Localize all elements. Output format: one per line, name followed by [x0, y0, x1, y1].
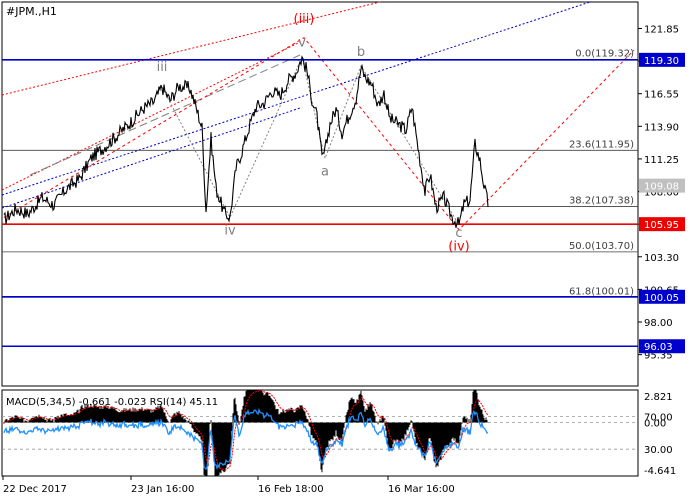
- y-tick-label: 108.60: [644, 188, 679, 199]
- rsi-tick-label: 70.00: [644, 413, 673, 424]
- wave-label: a: [321, 165, 329, 180]
- fib-level-label: 38.2(107.38): [569, 196, 634, 207]
- rsi-line: [3, 407, 488, 471]
- rsi-tick-label: 30.00: [644, 445, 673, 456]
- wave-label: (iii): [294, 12, 315, 27]
- blue-channel-upper: [1, 1, 591, 196]
- wave-label: v: [298, 35, 306, 50]
- macd-histogram: [3, 390, 489, 476]
- price-tag-bg: [639, 217, 685, 232]
- blue-channel-lower: [1, 107, 301, 209]
- y-tick-label: 113.90: [644, 122, 679, 133]
- time-axis: 22 Dec 2017 23 Jan 16:00 16 Feb 18:00 16 Ma…: [2, 476, 455, 495]
- x-tick-label: 23 Jan 16:00: [131, 484, 194, 495]
- indicator-title: MACD(5,34,5) -0.661 -0.023 RSI(14) 45.11: [6, 397, 218, 408]
- red-channel-upper: [1, 1, 381, 96]
- macd-tick-label: -4.641: [644, 466, 676, 477]
- fib-level-label: 0.0(119.32): [575, 49, 634, 60]
- wave-label: c: [455, 226, 462, 241]
- wave-label: (iv): [448, 240, 469, 255]
- wave-zigzag: [161, 55, 460, 226]
- wave-label: b: [357, 45, 365, 60]
- macd-tick-label: 0.00: [644, 419, 666, 430]
- price-tag: 105.95: [644, 220, 679, 231]
- chart-title: #JPM.,H1: [6, 5, 57, 18]
- wave-labels: iii iv v (iii) a b c(iv): [157, 12, 470, 255]
- fib-level-label: 50.0(103.70): [569, 241, 634, 252]
- wave-label: iii: [157, 60, 168, 75]
- main-plot-area: [1, 1, 639, 387]
- price-series: [3, 55, 489, 228]
- y-tick-label: 116.55: [644, 90, 679, 101]
- wave-label: iv: [224, 224, 236, 239]
- x-tick-label: 16 Feb 18:00: [258, 484, 324, 495]
- price-tag-bg: [639, 52, 685, 67]
- fib-level-label: 23.6(111.95): [569, 139, 634, 150]
- price-axis: 121.85119.20116.55113.90111.25108.60105.…: [638, 24, 685, 362]
- red-wave-path: [3, 37, 635, 231]
- x-tick-label: 16 Mar 16:00: [388, 484, 455, 495]
- current-price-tag-bg: [639, 178, 685, 193]
- price-tag: 100.05: [644, 293, 679, 304]
- price-tag: 96.03: [644, 342, 673, 353]
- trend-channels: [1, 1, 635, 231]
- gray-trend-dashed: [29, 54, 301, 176]
- price-tag-bg: [639, 339, 685, 354]
- horizontal-levels: [2, 59, 638, 348]
- y-tick-label: 98.00: [644, 318, 673, 329]
- fib-level-label: 61.8(100.01): [569, 286, 634, 297]
- y-tick-label: 95.35: [644, 351, 673, 362]
- y-tick-label: 121.85: [644, 24, 679, 35]
- macd-rsi-indicator: 2.821 0.00 -4.641 70.00 30.00: [2, 389, 676, 477]
- macd-signal-line: [3, 389, 489, 471]
- macd-tick-label: 2.821: [644, 392, 673, 403]
- y-tick-label: 103.30: [644, 253, 679, 264]
- price-line: [3, 55, 489, 228]
- red-channel-lower: [1, 41, 301, 191]
- price-tag: 119.30: [644, 56, 679, 67]
- y-tick-label: 111.25: [644, 155, 679, 166]
- current-price-tag: 109.08: [644, 182, 679, 193]
- x-tick-label: 22 Dec 2017: [3, 484, 67, 495]
- price-tag-bg: [639, 289, 685, 304]
